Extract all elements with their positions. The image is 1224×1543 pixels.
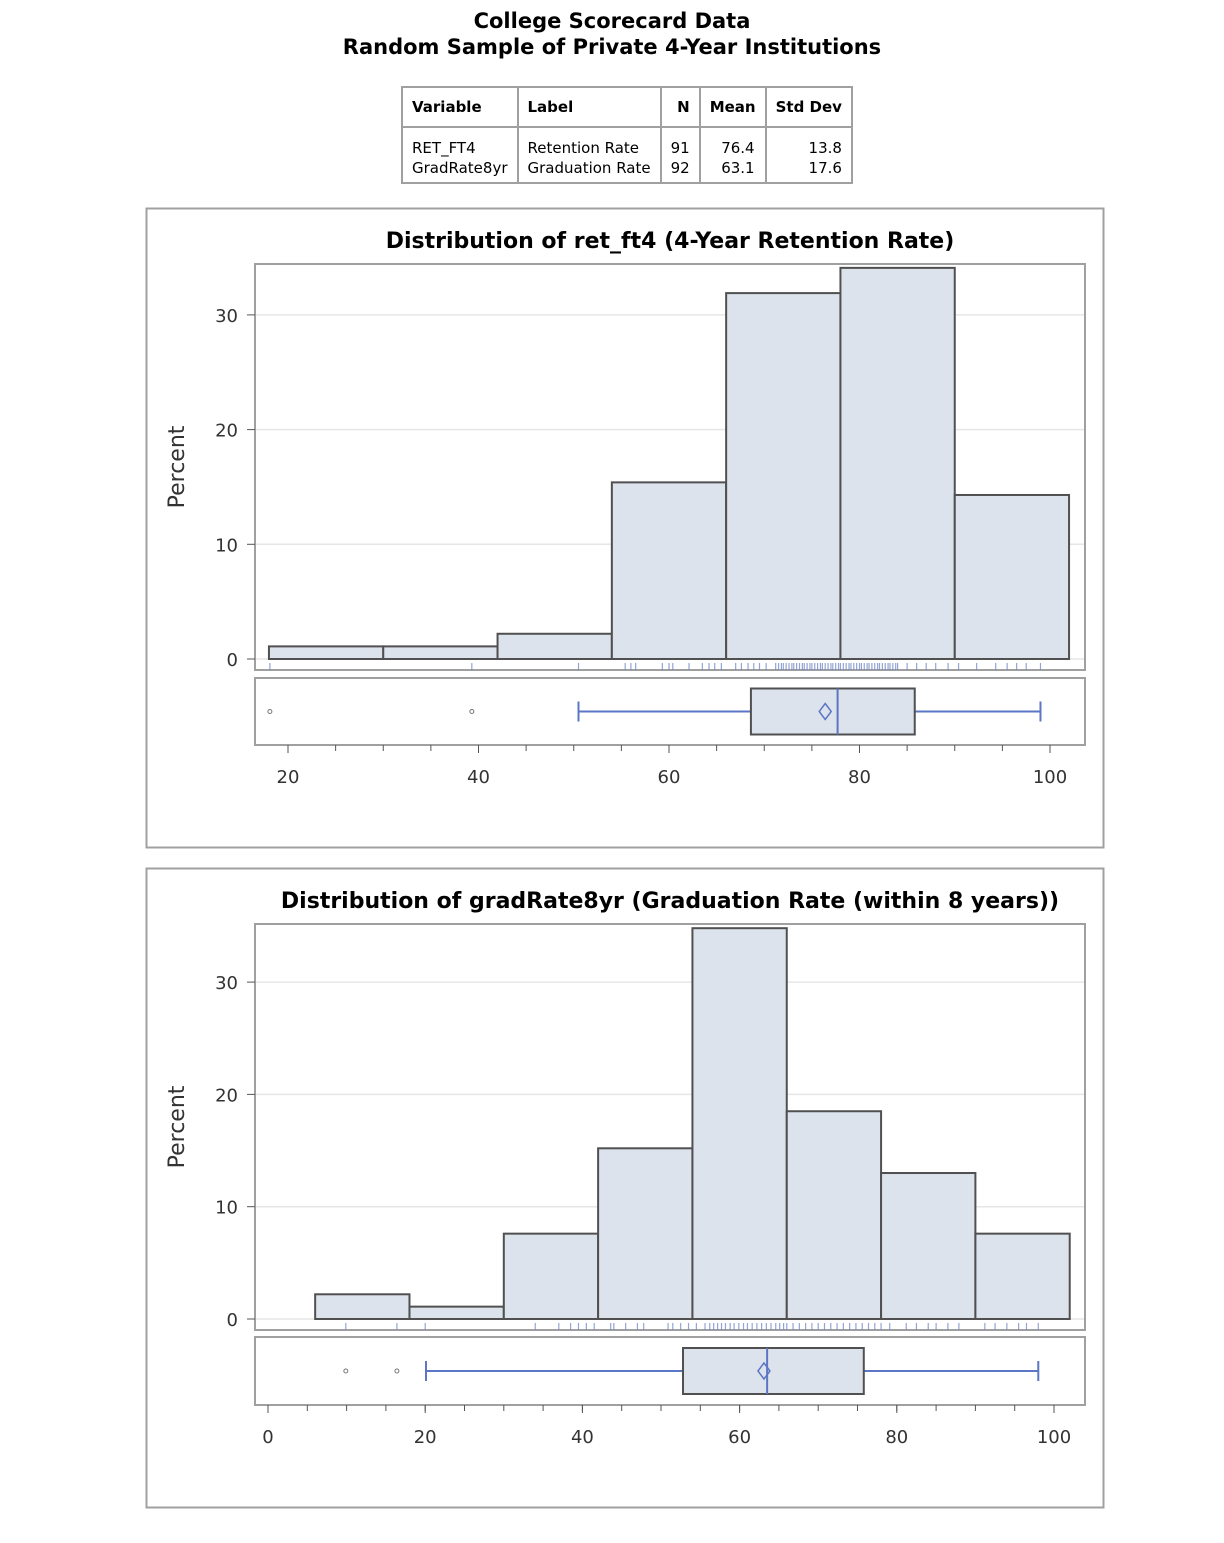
table-row: RET_FT4 GradRate8yr Retention Rate Graduat… [401, 126, 853, 184]
histogram-bar [382, 645, 499, 660]
x-tick-label: 20 [277, 767, 300, 788]
y-tick-label: 20 [215, 1085, 238, 1106]
x-tick-label: 80 [885, 1427, 908, 1448]
histogram-bar [314, 1293, 411, 1320]
report-subtitle: Random Sample of Private 4-Year Institut… [342, 35, 882, 59]
chart-title: Distribution of gradRate8yr (Graduation … [281, 889, 1059, 914]
histogram-bar [953, 493, 1071, 660]
histogram-bar [880, 1172, 977, 1321]
cell-value: GradRate8yr [412, 159, 508, 177]
x-tick-label: 80 [848, 767, 871, 788]
x-tick-label: 60 [728, 1427, 751, 1448]
histogram-bar [725, 292, 842, 660]
y-tick-label: 10 [215, 535, 238, 556]
cell-value: RET_FT4 [412, 139, 476, 157]
cell-value: 13.8 [808, 139, 842, 157]
x-tick-label: 20 [414, 1427, 437, 1448]
header-variable: Variable [401, 86, 519, 128]
histogram-bar [785, 1110, 883, 1320]
chart-title: Distribution of ret_ft4 (4-Year Retentio… [386, 229, 955, 254]
cell-value: 17.6 [808, 159, 842, 177]
y-axis-label: Percent [165, 1085, 190, 1168]
cell-label: Retention Rate Graduation Rate [516, 126, 662, 184]
cell-value: 63.1 [721, 159, 755, 177]
mean-diamond [818, 702, 833, 721]
histogram-bar [267, 645, 385, 660]
x-tick-label: 40 [467, 767, 490, 788]
x-tick-label: 0 [262, 1427, 273, 1448]
outlier-point [267, 709, 273, 714]
cell-n: 91 92 [659, 126, 701, 184]
box-iqr [682, 1347, 865, 1395]
cell-value: Graduation Rate [527, 159, 651, 177]
cell-std: 13.8 17.6 [764, 126, 853, 184]
histogram-bar [502, 1232, 600, 1320]
box-iqr [749, 687, 916, 736]
y-tick-label: 0 [227, 650, 238, 671]
outlier-point [469, 709, 475, 714]
histogram-bar [597, 1147, 694, 1320]
report-title: College Scorecard Data [473, 9, 751, 33]
y-tick-label: 10 [215, 1198, 238, 1219]
y-axis-label: Percent [165, 425, 190, 508]
y-tick-label: 30 [215, 306, 238, 327]
histogram-bar [691, 927, 788, 1320]
header-n: N [659, 86, 701, 128]
x-tick-label: 100 [1037, 1427, 1071, 1448]
outlier-point [343, 1368, 349, 1374]
x-tick-label: 100 [1033, 767, 1067, 788]
histogram-bar [496, 632, 613, 660]
summary-table: Variable Label N Mean Std Dev RET_FT4 Gra… [401, 86, 853, 184]
cell-value: 92 [670, 159, 690, 177]
x-tick-label: 60 [658, 767, 681, 788]
outlier-point [394, 1368, 400, 1374]
histogram-bar [610, 481, 728, 660]
cell-value: Retention Rate [527, 139, 640, 157]
cell-mean: 76.4 63.1 [698, 126, 767, 184]
mean-diamond [757, 1361, 771, 1381]
y-tick-label: 0 [227, 1310, 238, 1331]
cell-variable: RET_FT4 GradRate8yr [401, 126, 519, 184]
header-label: Label [516, 86, 662, 128]
table-header-row: Variable Label N Mean Std Dev [401, 86, 853, 128]
cell-value: 76.4 [721, 139, 755, 157]
histogram-bar [839, 266, 956, 660]
x-tick-label: 40 [571, 1427, 594, 1448]
chart-1: Distribution of ret_ft4 (4-Year Retentio… [145, 207, 1105, 849]
cell-value: 91 [670, 139, 690, 157]
y-tick-label: 30 [215, 973, 238, 994]
header-mean: Mean [698, 86, 767, 128]
histogram-bar [974, 1232, 1071, 1320]
y-tick-label: 20 [215, 421, 238, 442]
header-std: Std Dev [764, 86, 853, 128]
chart-2: Distribution of gradRate8yr (Graduation … [145, 867, 1105, 1509]
histogram-bar [408, 1305, 505, 1320]
